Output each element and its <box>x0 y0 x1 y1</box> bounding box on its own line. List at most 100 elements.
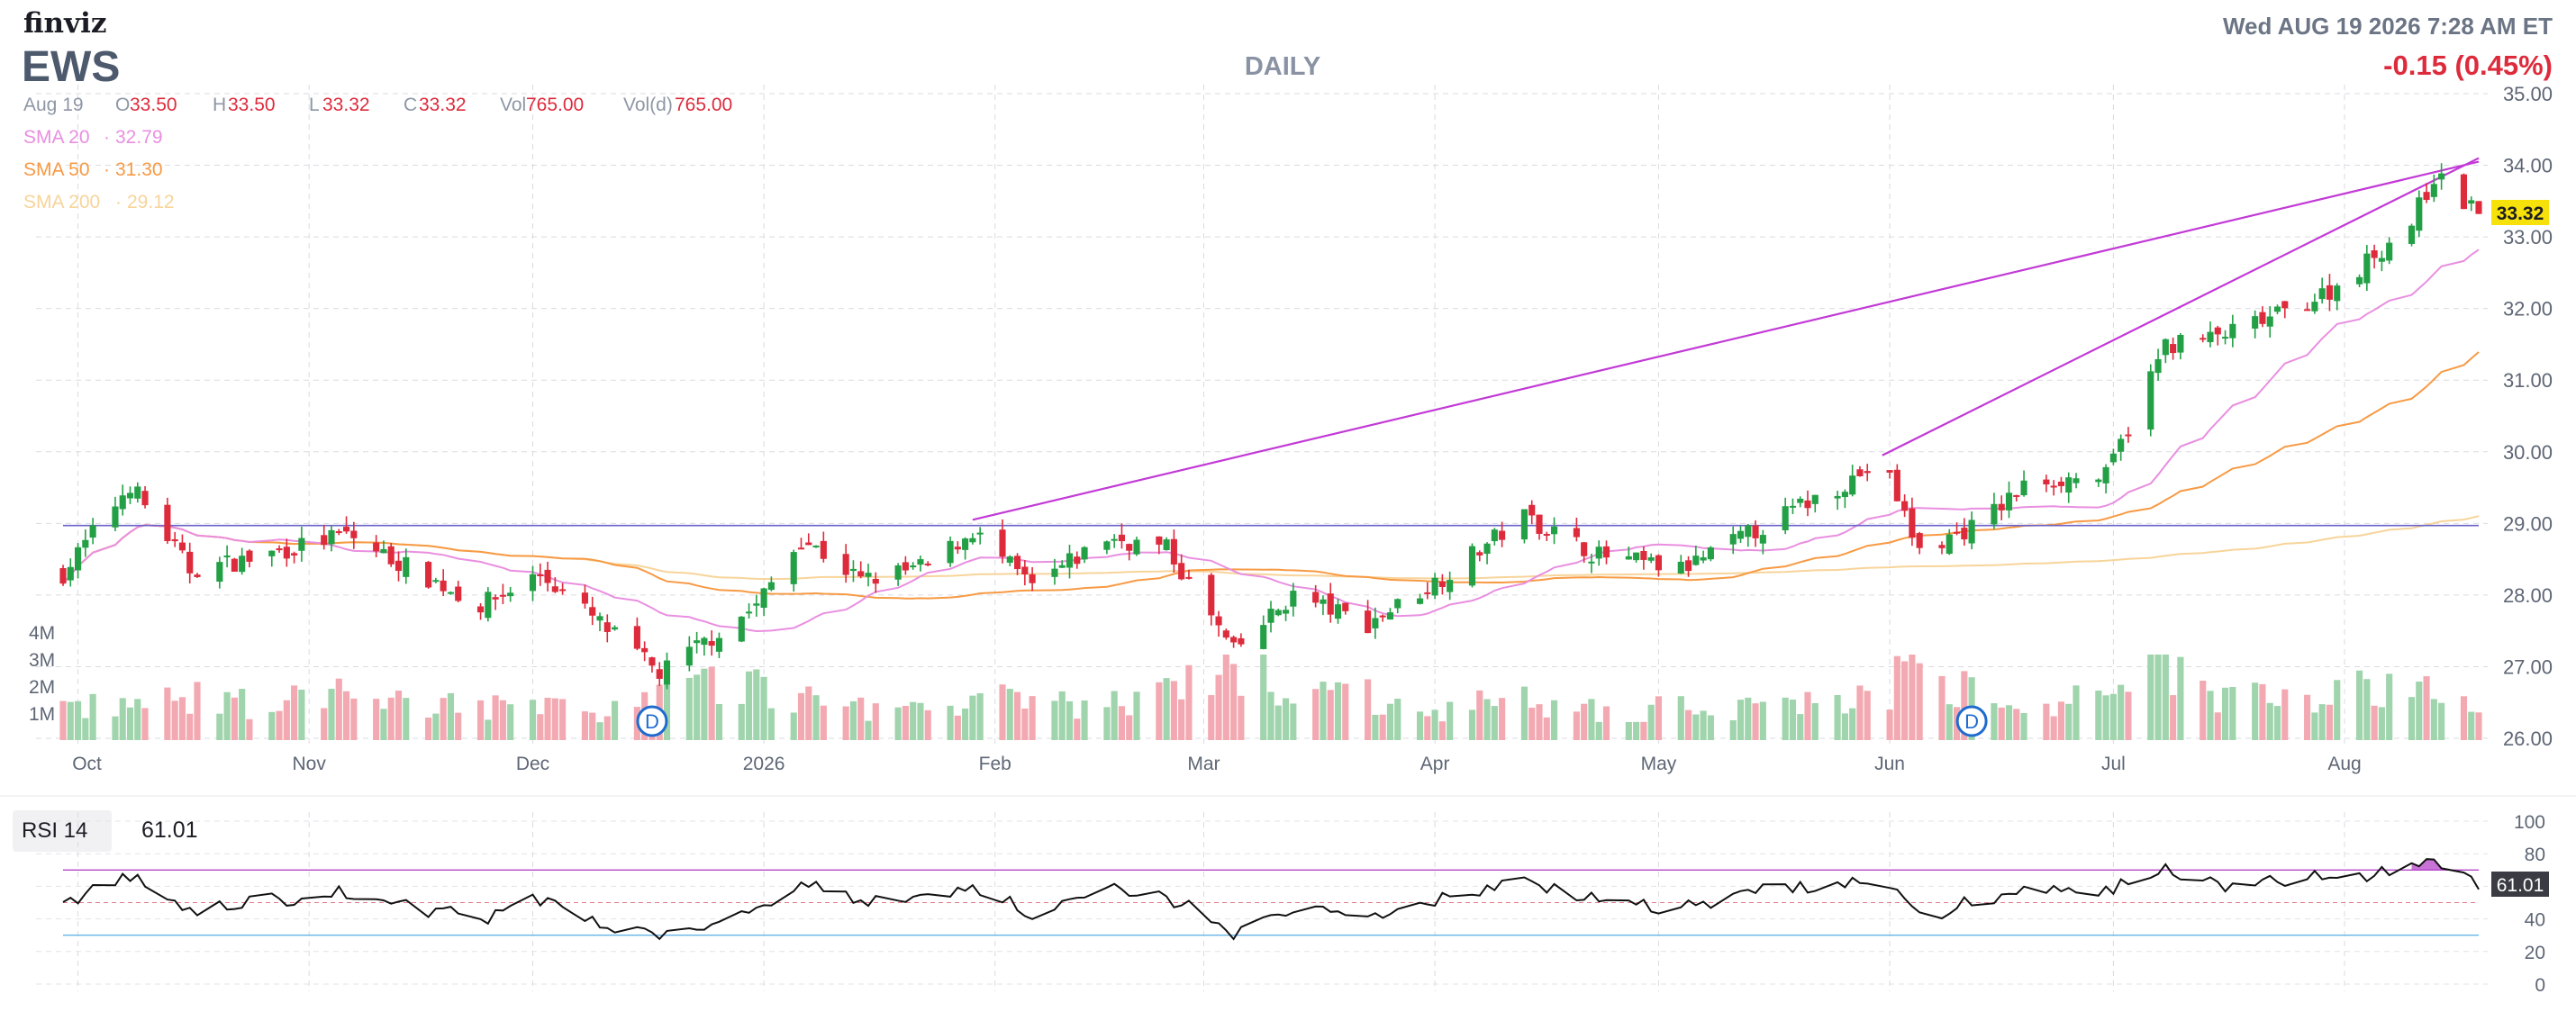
candle-body <box>2475 201 2482 214</box>
volume-bar <box>865 720 872 740</box>
volume-bar <box>2311 712 2318 740</box>
volume-bar <box>894 707 902 740</box>
brand-logo[interactable]: finviz <box>23 7 106 40</box>
volume-bar <box>82 718 89 740</box>
volume-bar <box>1864 691 1871 740</box>
volume-bar <box>2162 655 2169 740</box>
volume-bar <box>2266 702 2273 740</box>
dividend-marker <box>636 705 668 737</box>
volume-bar <box>1745 697 1752 740</box>
volume-bar <box>962 708 969 740</box>
volume-bar <box>2378 707 2385 740</box>
volume-bar <box>164 687 171 740</box>
date-axis-label: Jul <box>2101 754 2126 774</box>
volume-bar <box>387 697 395 740</box>
volume-bar <box>2109 693 2117 740</box>
volume-bar <box>2363 679 2371 740</box>
candle-body <box>760 588 767 609</box>
volume-bar <box>947 705 954 740</box>
volume-bar <box>2259 683 2266 740</box>
candle-body <box>507 592 514 597</box>
volume-bar <box>760 676 767 740</box>
volume-bar <box>954 715 961 740</box>
volume-bar <box>1170 681 1177 740</box>
candle-body <box>321 535 328 546</box>
volume-bar <box>1946 704 1953 740</box>
volume-bar <box>268 711 276 740</box>
volume-bar <box>1789 700 1797 740</box>
candle-body <box>1789 505 1797 508</box>
candle-body <box>551 586 558 592</box>
volume-bar <box>2460 696 2468 740</box>
candle-body <box>954 547 961 550</box>
volume-bar <box>1431 709 1438 740</box>
volume-bar <box>119 698 126 740</box>
candle-body <box>492 597 499 600</box>
ohlc-date: Aug 19 <box>23 95 84 115</box>
candle-body <box>1185 576 1193 579</box>
candle-body <box>2102 466 2109 483</box>
volume-bar <box>1797 714 1804 740</box>
volume-bar <box>1602 706 1610 740</box>
candle-body <box>2423 192 2430 201</box>
volume-bar <box>2073 685 2080 740</box>
candle-body <box>119 495 126 510</box>
candle-body <box>611 627 619 630</box>
candle-body <box>1588 561 1595 564</box>
rsi-label-box <box>13 810 112 852</box>
volume-bar <box>1759 701 1766 740</box>
volume-bar <box>1178 699 1185 740</box>
candle-body <box>1737 530 1745 539</box>
volume-bar <box>2118 684 2125 740</box>
volume-bar <box>999 684 1006 740</box>
rsi-axis-label: 100 <box>2514 812 2545 833</box>
candle-body <box>1424 592 1431 594</box>
ohlc-high: 33.50 <box>228 95 276 115</box>
volume-bar <box>969 695 976 740</box>
svg-text:SMA 20 · 32.79 SMA: SMA 20 · 32.79 SMA 50 · 31.30 SMA 200 · … <box>23 127 175 212</box>
volume-bar <box>1081 700 1088 740</box>
volume-bar <box>2170 695 2177 740</box>
candle-body <box>1163 539 1170 551</box>
volume-bar <box>328 688 335 740</box>
rsi-label: RSI 14 <box>22 818 87 843</box>
candle-body <box>2154 358 2162 374</box>
volume-bar <box>902 706 909 740</box>
rsi-panel <box>62 858 2480 941</box>
candle-body <box>962 538 969 550</box>
volume-bar <box>1729 719 1737 740</box>
volume-bar <box>1581 703 1588 740</box>
candle-body <box>440 580 447 592</box>
volume-bar <box>2281 689 2289 740</box>
volume-bar <box>1811 702 1819 740</box>
candle-body <box>2326 285 2334 300</box>
candle-body <box>2460 174 2468 210</box>
candle-body <box>1327 593 1334 615</box>
candle-body <box>1342 602 1349 611</box>
candle-body <box>745 611 753 614</box>
candle-body <box>544 569 551 583</box>
candle-body <box>663 660 671 685</box>
candle-body <box>298 538 305 551</box>
volume-bar <box>1468 709 1476 740</box>
ohlc-close-label: C <box>404 95 417 115</box>
price-axis-label: 33.00 <box>2503 226 2553 248</box>
dividend-marker <box>1955 705 1988 737</box>
candle-body <box>455 586 462 601</box>
volume-bar <box>1133 691 1140 740</box>
candle-body <box>1581 542 1588 556</box>
volume-bar <box>2043 703 2050 740</box>
candle-body <box>1849 475 1856 495</box>
candle-body <box>2162 339 2169 356</box>
volume-bar <box>1856 685 1864 740</box>
price-axis-label: 28.00 <box>2503 584 2553 607</box>
candle-body <box>1797 498 1804 503</box>
volume-bar <box>1066 700 1074 740</box>
volume-bar <box>1625 722 1632 740</box>
candle-body <box>2363 253 2371 284</box>
volume-bar <box>976 692 984 740</box>
price-axis-label: 30.00 <box>2503 441 2553 464</box>
candle-body <box>1021 566 1029 575</box>
candle-body <box>2266 316 2273 327</box>
